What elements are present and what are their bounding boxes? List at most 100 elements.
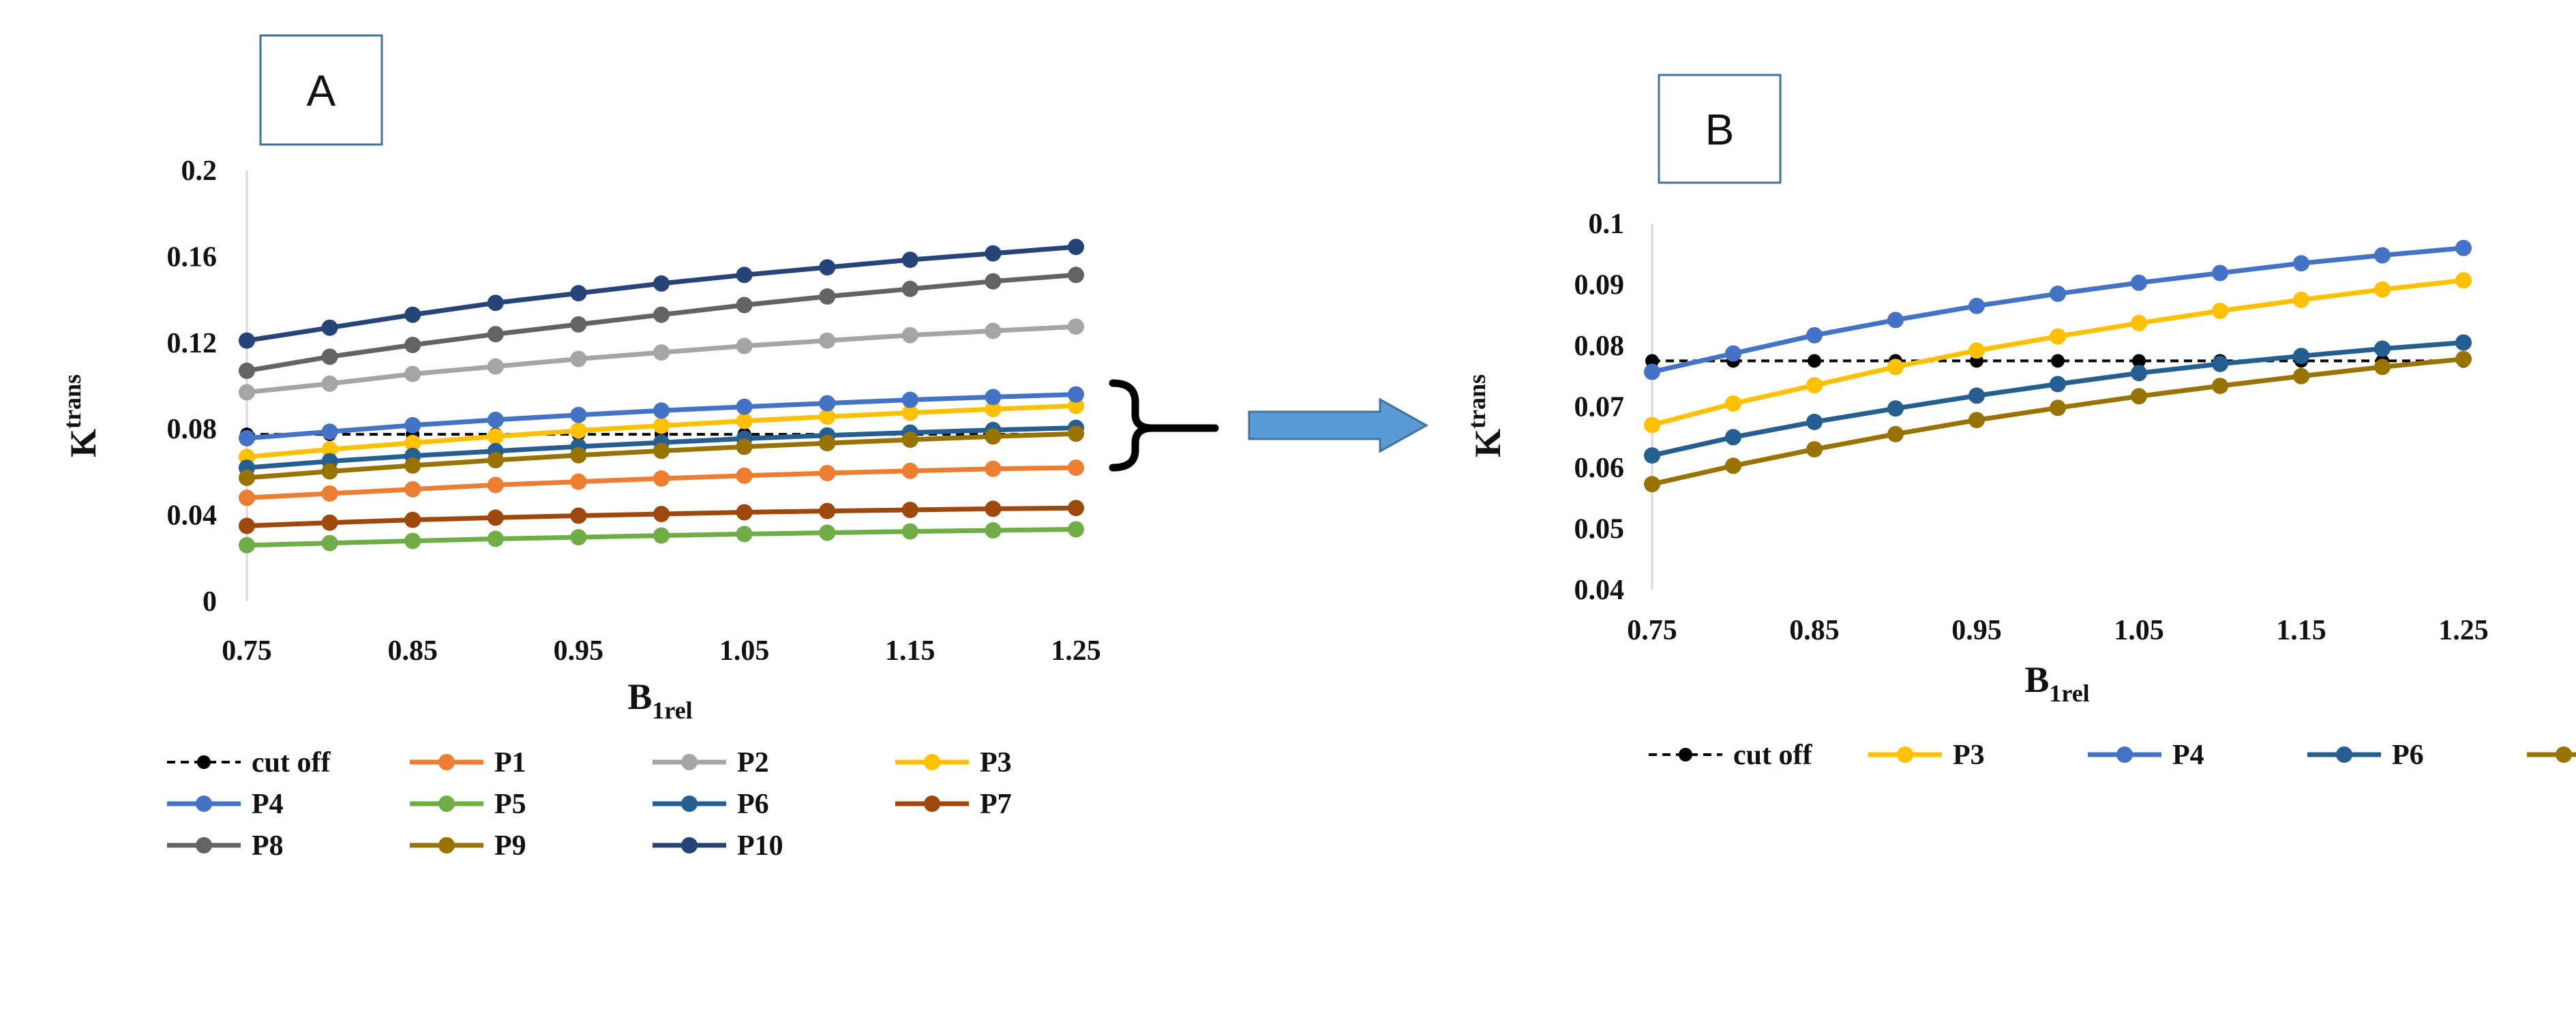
panel-b-x-tick-label: 1.05 — [2114, 615, 2164, 646]
panel-a-legend-label-p5: P5 — [494, 789, 526, 820]
panel-a-point-p4 — [901, 391, 918, 408]
panel-a-point-p5 — [653, 527, 670, 544]
panel-a-x-tick-label: 0.95 — [554, 635, 604, 667]
panel-a-legend-label-p3: P3 — [980, 747, 1012, 778]
panel-a-point-p7 — [404, 511, 421, 528]
panel-a-point-p9 — [487, 452, 504, 468]
panel-a-point-p3 — [985, 401, 1002, 418]
panel-a-label-box — [259, 34, 383, 146]
panel-a-point-p4 — [1068, 386, 1084, 403]
panel-a-point-p3 — [901, 404, 918, 421]
panel-a-point-p9 — [239, 469, 255, 486]
panel-a-legend-label-cutoff: cut off — [252, 747, 331, 778]
panel-a-point-p5 — [901, 523, 918, 540]
panel-b-point-p3 — [2374, 281, 2391, 298]
panel-b-point-p3 — [1725, 395, 1741, 412]
panel-a-point-p1 — [570, 473, 587, 490]
panel-a-point-p10 — [239, 332, 255, 349]
panel-a: A 0 0.04 0.08 0.12 0.16 0.2 0.75 0.85 0.95 1.05 1… — [59, 34, 1101, 862]
panel-a-point-p7 — [901, 502, 918, 518]
panel-b-legend-marker-p6 — [2336, 746, 2352, 763]
panel-b-point-p4 — [2455, 239, 2472, 256]
panel-b-point-p9 — [2455, 350, 2472, 367]
panel-b-legend: cut offP3P4P6P9 — [1649, 740, 2576, 771]
panel-a-point-p4 — [570, 406, 587, 423]
panel-a-point-p3 — [819, 408, 836, 425]
panel-b-point-p6 — [2455, 334, 2472, 351]
panel-a-point-p1 — [819, 465, 836, 481]
panel-b-y-axis-title-main: K — [1467, 429, 1508, 457]
panel-b-legend-label-cutoff: cut off — [1733, 740, 1812, 771]
panel-a-point-p5 — [736, 526, 753, 543]
panel-b-point-p9 — [2374, 359, 2391, 376]
panel-b-y-tick-label: 0.04 — [1574, 575, 1625, 606]
panel-a-point-p10 — [819, 259, 836, 276]
panel-b-point-p6 — [1968, 387, 1985, 404]
panel-a-legend-label-p8: P8 — [252, 830, 284, 862]
panel-b-y-tick-label: 0.07 — [1574, 392, 1625, 423]
panel-b-point-p6 — [1806, 413, 1823, 430]
panel-a-point-p4 — [321, 423, 338, 440]
panel-b-point-p3 — [1887, 359, 1904, 376]
panel-a-point-p3 — [653, 417, 670, 434]
panel-b-legend-marker-p3 — [1897, 746, 1913, 763]
panel-a-legend-label-p9: P9 — [494, 830, 526, 862]
panel-a-x-axis-title-main: B — [627, 676, 652, 717]
panel-a-point-p9 — [901, 432, 918, 448]
panel-b-point-p3 — [2131, 314, 2147, 331]
panel-a-point-p5 — [321, 534, 338, 551]
panel-a-point-p7 — [985, 500, 1002, 517]
panel-a-point-p3 — [321, 441, 338, 458]
panel-a-point-p1 — [653, 470, 670, 487]
panel-a-point-p3 — [404, 434, 421, 451]
panel-b-point-p9 — [2131, 388, 2147, 405]
panel-b-point-p4 — [2050, 285, 2066, 302]
panel-a-point-p8 — [985, 273, 1002, 290]
panel-a-point-p9 — [404, 457, 421, 474]
panel-a-y-axis-title-sup: trans — [59, 374, 86, 429]
panel-a-point-p10 — [985, 245, 1002, 262]
panel-a-legend-label-p10: P10 — [737, 830, 783, 862]
panel-b-y-tick-label: 0.06 — [1574, 453, 1625, 484]
panel-a-point-p10 — [901, 252, 918, 269]
panel-a-legend-label-p2: P2 — [737, 747, 769, 778]
panel-a-point-p7 — [570, 507, 587, 524]
panel-a-point-p4 — [487, 411, 504, 428]
panel-b-point-p6 — [1644, 447, 1660, 464]
panel-b-point-p3 — [2293, 291, 2309, 308]
panel-a-point-p1 — [736, 467, 753, 484]
panel-a-point-p4 — [653, 402, 670, 419]
panel-a-point-p5 — [1068, 521, 1084, 538]
panel-b-x-tick-label: 0.95 — [1951, 615, 2002, 646]
panel-a-point-p9 — [653, 442, 670, 459]
panel-a-point-p1 — [901, 462, 918, 479]
panel-a-legend-marker-cutoff — [197, 755, 211, 769]
panel-a-point-p10 — [321, 319, 338, 336]
panel-a-point-p8 — [736, 297, 753, 314]
panel-a-point-p2 — [1068, 318, 1084, 335]
panel-a-legend-marker-p2 — [681, 754, 698, 770]
panel-a-point-p1 — [321, 485, 338, 502]
panel-b-point-p4 — [1968, 297, 1985, 314]
panel-a-legend-marker-p9 — [438, 837, 455, 853]
panel-a-series-line-p10 — [246, 244, 1077, 344]
panel-b-y-axis-title: Ktrans — [1463, 374, 1508, 457]
panel-a-point-p8 — [321, 348, 338, 365]
panel-a-point-p1 — [487, 477, 504, 494]
panel-a-point-p1 — [985, 460, 1002, 477]
panel-a-point-p2 — [819, 332, 836, 349]
panel-a-legend-marker-p1 — [438, 754, 455, 770]
panel-a-legend-label-p1: P1 — [494, 747, 526, 778]
panel-b-label: B — [1705, 105, 1735, 154]
panel-a-y-tick-label: 0.16 — [167, 241, 218, 273]
panel-b-point-p6 — [2131, 365, 2147, 382]
panel-a-point-p2 — [985, 322, 1002, 339]
panel-a-point-p2 — [239, 384, 255, 401]
panel-a-point-p7 — [321, 514, 338, 531]
panel-a-point-p10 — [736, 267, 753, 284]
panel-a-point-p3 — [570, 422, 587, 439]
panel-b-y-tick-label: 0.08 — [1574, 331, 1625, 362]
panel-a-point-p5 — [487, 530, 504, 547]
